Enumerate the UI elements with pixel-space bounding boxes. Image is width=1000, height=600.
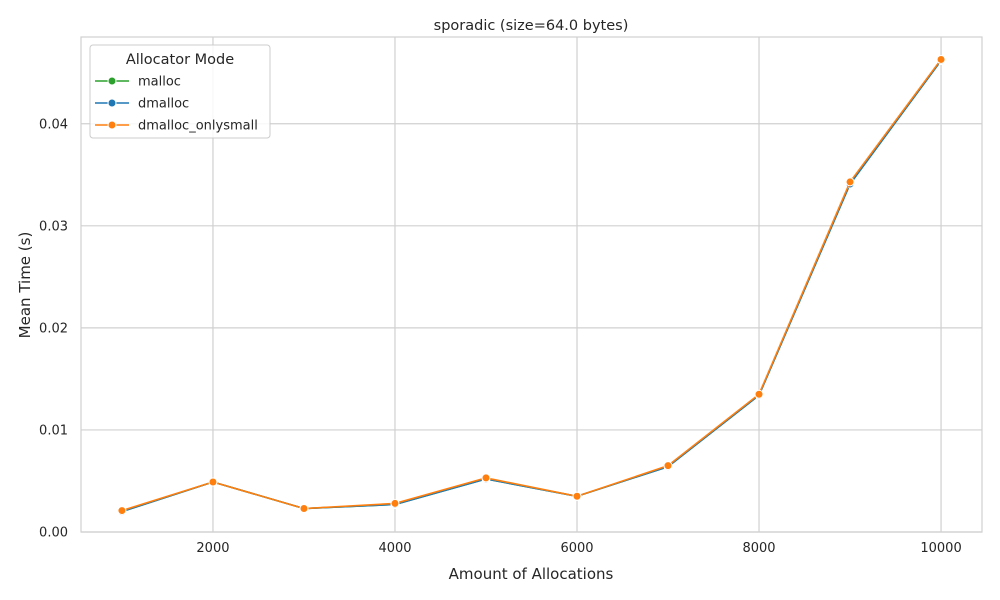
series-line: [121, 58, 942, 512]
data-point: [754, 389, 764, 399]
y-tick-label: 0.02: [39, 321, 68, 336]
chart-title: sporadic (size=64.0 bytes): [434, 18, 629, 34]
data-point: [663, 461, 673, 471]
y-axis-title: Mean Time (s): [16, 232, 34, 339]
legend-marker: [107, 120, 117, 130]
data-point: [299, 504, 309, 514]
x-tick-label: 4000: [378, 541, 411, 556]
plot-frame: [80, 36, 983, 533]
legend-entry: dmalloc: [95, 97, 189, 112]
legend-marker: [107, 76, 117, 86]
legend-label: malloc: [138, 75, 181, 90]
data-point: [572, 491, 582, 501]
series-dmalloc_onlysmall: [117, 54, 946, 516]
tick-labels: 2000 4000 6000 8000 10000 0.00 0.01 0.02 0.03 0.0…: [39, 117, 962, 556]
y-tick-label: 0.01: [39, 423, 68, 438]
x-tick-label: 6000: [560, 541, 593, 556]
legend-marker: [107, 98, 117, 108]
data-point: [936, 54, 946, 64]
x-axis-title: Amount of Allocations: [449, 565, 614, 583]
legend-entry: dmalloc_onlysmall: [95, 119, 258, 134]
data-point: [390, 498, 400, 508]
legend-entry: malloc: [95, 75, 181, 90]
x-tick-label: 2000: [196, 541, 229, 556]
x-tick-label: 8000: [742, 541, 775, 556]
legend-entries: malloc dmalloc dmalloc_onlysmall: [95, 75, 258, 134]
data-point: [845, 177, 855, 187]
series-layer: [117, 54, 946, 517]
y-tick-label: 0.00: [39, 526, 68, 541]
x-tick-label: 10000: [920, 541, 961, 556]
data-point: [208, 477, 218, 487]
legend-box: [89, 44, 271, 139]
data-point: [117, 506, 127, 516]
y-tick-label: 0.04: [39, 117, 68, 132]
y-tick-label: 0.03: [39, 219, 68, 234]
legend-label: dmalloc: [138, 97, 189, 112]
legend-title: Allocator Mode: [126, 52, 234, 68]
data-point: [481, 473, 491, 483]
legend-label: dmalloc_onlysmall: [138, 119, 258, 134]
legend: Allocator Mode malloc dmalloc dmalloc_only…: [89, 44, 271, 139]
